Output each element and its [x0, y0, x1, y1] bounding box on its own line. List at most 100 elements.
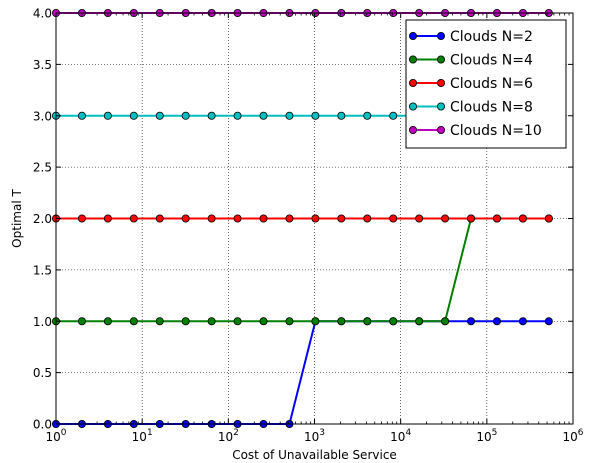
data-point [129, 111, 138, 120]
data-point [492, 214, 501, 223]
data-point [544, 214, 553, 223]
y-tick-label: 0.0 [33, 418, 52, 432]
data-point [233, 317, 242, 326]
x-tick-base: 10 [218, 430, 233, 444]
data-point [285, 111, 294, 120]
y-tick-label: 3.0 [33, 109, 52, 123]
legend-item: Clouds N=2 [408, 29, 533, 45]
series-layer [52, 8, 553, 428]
data-point [259, 317, 268, 326]
data-point [363, 317, 372, 326]
data-point [337, 111, 346, 120]
data-point [389, 214, 398, 223]
data-point [155, 111, 164, 120]
data-point [518, 214, 527, 223]
data-point [285, 317, 294, 326]
legend-marker [408, 79, 417, 88]
legend-label: Clouds N=10 [450, 123, 542, 139]
data-point [544, 317, 553, 326]
data-point [233, 111, 242, 120]
x-tick-base: 10 [390, 430, 405, 444]
legend-marker [408, 32, 417, 41]
legend-item: Clouds N=8 [408, 100, 533, 116]
data-point [337, 317, 346, 326]
legend-label: Clouds N=2 [450, 29, 533, 45]
data-point [492, 317, 501, 326]
x-tick-base: 10 [562, 430, 577, 444]
x-tick-base: 10 [132, 430, 147, 444]
data-point [181, 317, 190, 326]
data-point [285, 214, 294, 223]
x-tick-exponent: 4 [405, 428, 411, 438]
legend: Clouds N=2 Clouds N=4 Clouds N=6 Clouds N=8… [405, 19, 567, 149]
data-point [77, 317, 86, 326]
legend-label: Clouds N=8 [450, 100, 533, 116]
x-tick-label: 102 [218, 428, 239, 444]
data-point [311, 317, 320, 326]
y-tick-label: 3.5 [33, 58, 52, 72]
y-axis-label: Optimal T [10, 189, 24, 248]
data-point [103, 214, 112, 223]
data-point [363, 111, 372, 120]
data-point [259, 111, 268, 120]
x-tick-label: 103 [304, 428, 325, 444]
data-point [337, 214, 346, 223]
series-line [56, 320, 549, 425]
y-tick-label: 1.5 [33, 263, 52, 277]
data-point [389, 317, 398, 326]
x-tick-exponent: 1 [147, 428, 153, 438]
x-tick-base: 10 [45, 430, 60, 444]
x-tick-label: 100 [45, 428, 66, 444]
series-group [52, 317, 553, 428]
data-point [415, 214, 424, 223]
data-point [311, 214, 320, 223]
data-point [441, 317, 450, 326]
legend-item: Clouds N=10 [408, 123, 542, 139]
legend-marker [408, 126, 417, 135]
series-line [56, 217, 549, 323]
x-tick-label: 105 [476, 428, 497, 444]
x-tick-base: 10 [476, 430, 491, 444]
data-point [389, 111, 398, 120]
legend-marker [408, 55, 417, 64]
legend-label: Clouds N=6 [450, 76, 533, 92]
data-point [233, 214, 242, 223]
x-tick-label: 104 [390, 428, 411, 444]
data-point [207, 111, 216, 120]
y-tick-label: 0.5 [33, 366, 52, 380]
x-tick-exponent: 2 [233, 428, 239, 438]
y-tick-label: 1.0 [33, 315, 52, 329]
legend-marker [436, 79, 445, 88]
data-point [181, 111, 190, 120]
x-tick-exponent: 0 [61, 428, 67, 438]
data-point [259, 214, 268, 223]
data-point [207, 214, 216, 223]
x-tick-label: 101 [132, 428, 153, 444]
legend-marker [436, 126, 445, 135]
legend-label: Clouds N=4 [450, 53, 533, 69]
ticks: 100 101 102 103 104 105 1060.00.51.01.52.02.53… [33, 7, 584, 445]
legend-marker [436, 32, 445, 41]
data-point [103, 111, 112, 120]
data-point [129, 317, 138, 326]
data-point [441, 214, 450, 223]
data-point [467, 214, 476, 223]
x-tick-exponent: 5 [492, 428, 498, 438]
x-tick-label: 106 [562, 428, 583, 444]
data-point [77, 111, 86, 120]
x-tick-exponent: 6 [578, 428, 584, 438]
data-point [155, 214, 164, 223]
data-point [103, 317, 112, 326]
y-tick-label: 2.5 [33, 161, 52, 175]
data-point [518, 317, 527, 326]
data-point [155, 317, 164, 326]
legend-item: Clouds N=6 [408, 76, 533, 92]
legend-marker [408, 102, 417, 111]
data-point [311, 111, 320, 120]
data-point [207, 317, 216, 326]
y-tick-label: 4.0 [33, 7, 52, 21]
legend-item: Clouds N=4 [408, 53, 533, 69]
data-point [181, 214, 190, 223]
data-point [363, 214, 372, 223]
